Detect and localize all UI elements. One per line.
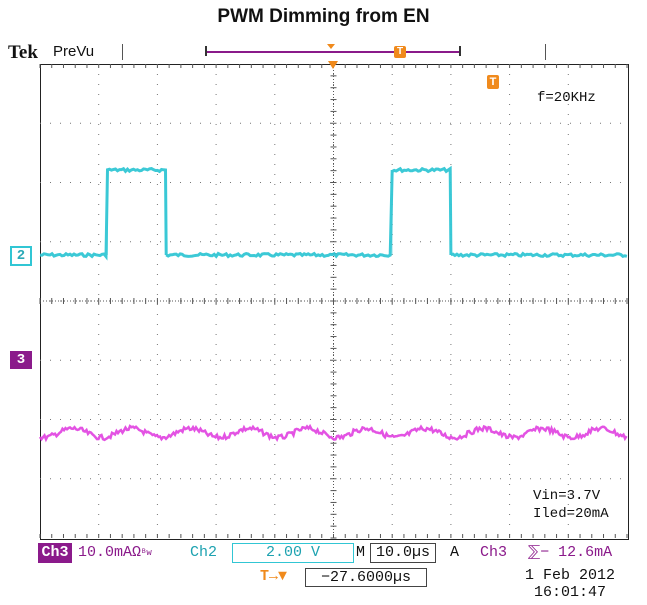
ch2-trace — [39, 165, 628, 261]
mode-label: PreVu — [53, 43, 95, 60]
date: 1 Feb 2012 — [524, 567, 615, 584]
ch3-scale: 10.0mAΩᴮw — [78, 543, 152, 563]
record-line — [207, 51, 459, 53]
timebase[interactable]: 10.0µs — [370, 543, 436, 563]
trigger-level-icon: T — [487, 75, 499, 89]
header-divider — [122, 44, 123, 60]
vin-annotation: Vin=3.7V — [533, 488, 601, 504]
trigger-icon: T — [394, 46, 406, 58]
chart-title: PWM Dimming from EN — [217, 6, 430, 27]
record-view-bar[interactable] — [205, 46, 461, 56]
ch3-marker[interactable]: 3 — [10, 351, 32, 369]
ch3-bandwidth: ᴮw — [141, 548, 152, 558]
trigger-position-arrow-icon: T→▼ — [260, 568, 288, 585]
ch3-trace — [38, 423, 628, 443]
iled-annotation: Iled=20mA — [533, 506, 609, 522]
trigger-position-icon — [328, 61, 338, 69]
ch2-label[interactable]: Ch2 — [190, 544, 218, 561]
header-divider — [545, 44, 546, 60]
trigger-position-value[interactable]: −27.6000µs — [305, 568, 427, 587]
graticule — [39, 63, 628, 539]
trigger-level[interactable]: ⅀− 12.6mA — [528, 544, 613, 561]
ch3-label[interactable]: Ch3 — [38, 543, 72, 563]
traces — [38, 165, 628, 443]
record-position-icon — [327, 44, 335, 49]
ch3-scale-value: 10.0mAΩ — [78, 544, 142, 561]
trigger-source[interactable]: Ch3 — [480, 544, 508, 561]
timestamp: 1 Feb 2012 16:01:47 — [510, 567, 630, 601]
ch2-scale: 2.00 V — [232, 543, 354, 563]
m-label: M — [356, 544, 366, 561]
freq-annotation: f=20KHz — [537, 90, 596, 106]
scope-plot — [38, 63, 628, 539]
a-label: A — [450, 544, 460, 561]
time: 16:01:47 — [533, 584, 606, 601]
brand-logo: Tek — [8, 42, 38, 63]
ch2-marker[interactable]: 2 — [10, 246, 32, 266]
status-bar: Ch3 10.0mAΩᴮw Ch2 2.00 V M 10.0µs A Ch3 … — [38, 543, 634, 563]
